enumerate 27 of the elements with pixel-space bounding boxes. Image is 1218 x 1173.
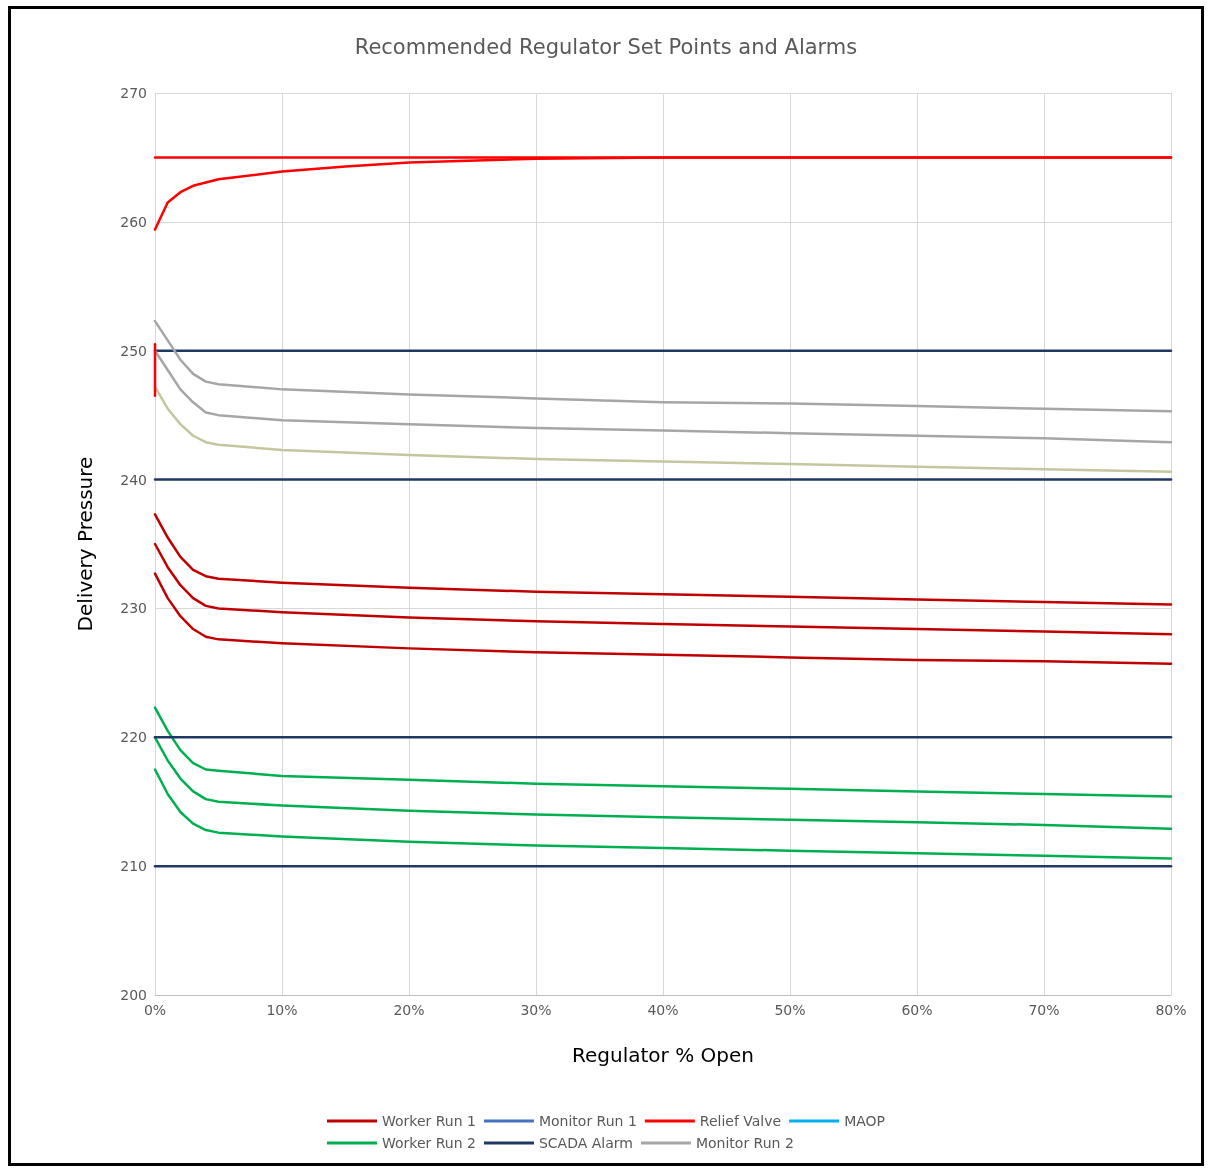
x-tick-label: 70%: [1028, 1002, 1060, 1018]
legend-label: SCADA Alarm: [538, 1135, 633, 1151]
legend-label: Worker Run 1: [381, 1113, 476, 1129]
y-tick-label: 240: [120, 471, 147, 488]
y-tick-label: 260: [120, 213, 147, 230]
legend-label: MAOP: [844, 1113, 886, 1129]
y-tick-label: 230: [120, 600, 147, 617]
x-tick-label: 10%: [266, 1002, 298, 1018]
x-tick-label: 80%: [1155, 1002, 1187, 1018]
chart-title: Recommended Regulator Set Points and Alarms: [354, 34, 858, 59]
x-tick-label: 60%: [901, 1002, 933, 1018]
x-tick-label: 20%: [393, 1002, 425, 1018]
legend-label: Worker Run 2: [381, 1135, 476, 1151]
y-axis-title: Delivery Pressure: [73, 456, 97, 632]
x-axis-title: Regulator % Open: [572, 1043, 754, 1067]
x-tick-label: 0%: [143, 1002, 167, 1018]
y-tick-label: 250: [120, 342, 147, 359]
legend-label: Relief Valve: [699, 1113, 782, 1129]
legend-label: Monitor Run 1: [538, 1113, 637, 1129]
x-tick-label: 50%: [774, 1002, 806, 1018]
x-tick-label: 30%: [520, 1002, 552, 1018]
legend-label: Monitor Run 2: [695, 1135, 794, 1151]
y-tick-label: 270: [120, 85, 147, 101]
y-tick-label: 200: [120, 987, 147, 1003]
y-tick-label: 210: [120, 858, 147, 875]
x-tick-label: 40%: [647, 1002, 679, 1018]
y-tick-label: 220: [120, 729, 147, 746]
